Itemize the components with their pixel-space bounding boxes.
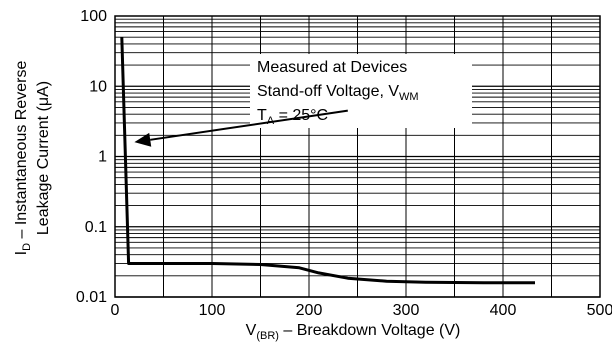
- plot-frame: [114, 15, 601, 298]
- annotation: Measured at Devices Stand-off Voltage, V…: [134, 54, 472, 147]
- annotation-arrowhead: [134, 132, 152, 147]
- plot-border: [114, 15, 601, 298]
- x-tick-label: 200: [296, 302, 323, 319]
- annotation-background: [250, 54, 472, 128]
- tick-labels: 0 100 200 300 400 500 0.01 0.1 1 10 100: [76, 8, 612, 319]
- x-tick-label: 300: [393, 302, 420, 319]
- y-tick-label: 100: [80, 8, 107, 25]
- series-line: [120, 37, 535, 285]
- y-tick-label: 1: [98, 149, 107, 166]
- y-tick-label: 10: [89, 78, 107, 95]
- y-axis-title-line-1: ID – Instantaneous Reverse: [13, 61, 33, 256]
- x-tick-label: 500: [587, 302, 612, 319]
- x-tick-label: 400: [490, 302, 517, 319]
- x-tick-label: 100: [199, 302, 226, 319]
- series-lines: [120, 37, 535, 285]
- annotation-arrow: [150, 109, 348, 141]
- y-axis-title-line-2: Leakage Current (μA): [35, 81, 52, 235]
- y-tick-label: 0.01: [76, 289, 107, 306]
- x-axis-title: V(BR) – Breakdown Voltage (V): [246, 322, 461, 342]
- annotation-line-1: Measured at Devices: [257, 59, 407, 76]
- annotation-line-2: Stand-off Voltage, VWM: [257, 83, 419, 103]
- x-tick-label: 0: [111, 302, 120, 319]
- y-tick-label: 0.1: [85, 219, 107, 236]
